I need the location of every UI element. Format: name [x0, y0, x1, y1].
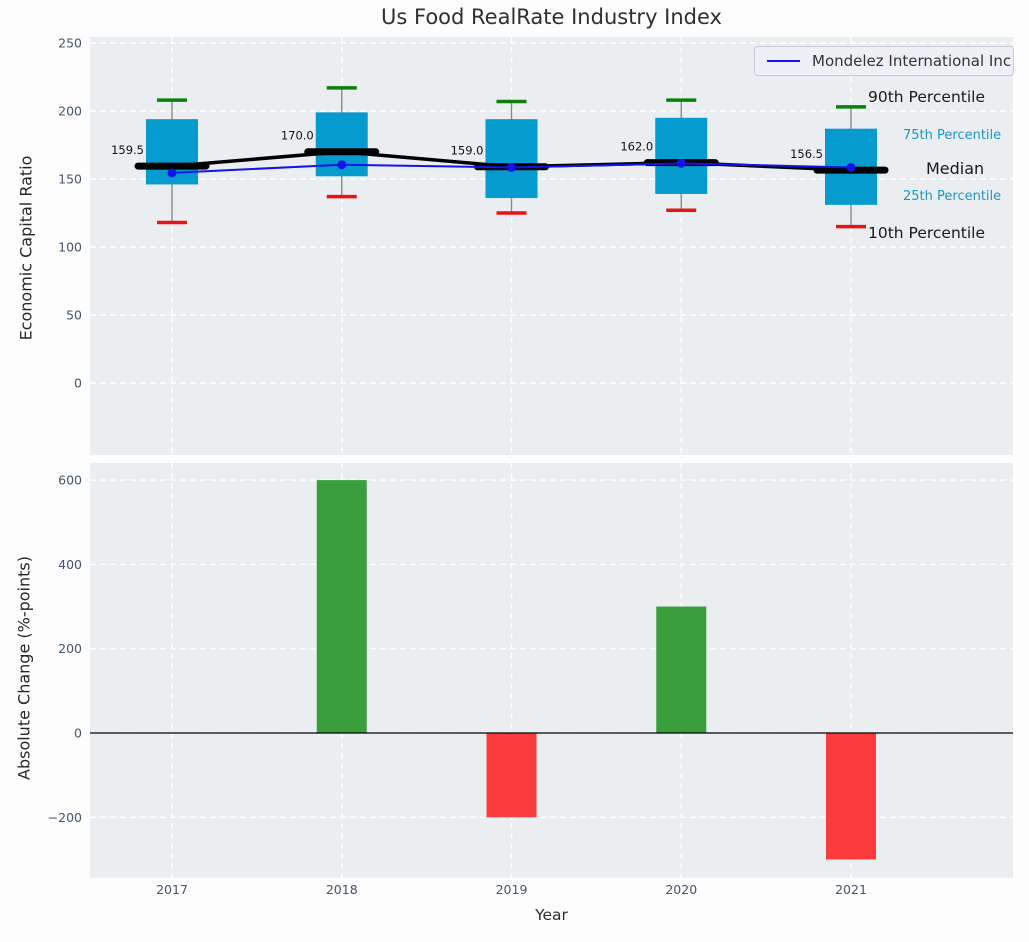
- y-tick-label-top: 150: [58, 172, 82, 187]
- median-value-label: 156.5: [790, 147, 823, 161]
- x-tick-label: 2021: [835, 882, 867, 897]
- iqr-box-2020: [655, 117, 708, 194]
- company-series-point: [676, 158, 686, 168]
- change-bar-2018: [316, 480, 367, 733]
- x-tick-label: 2019: [496, 882, 528, 897]
- y-tick-label-bottom: 200: [58, 641, 82, 656]
- annotation-75th-percentile: 75th Percentile: [903, 128, 1002, 143]
- y-tick-label-top: 0: [74, 376, 82, 391]
- company-series-point: [337, 160, 347, 170]
- x-tick-label: 2020: [665, 882, 697, 897]
- annotation-10th-percentile: 10th Percentile: [868, 224, 986, 242]
- legend-line-swatch: [767, 60, 800, 62]
- annotation-25th-percentile: 25th Percentile: [903, 189, 1002, 204]
- chart-title: Us Food RealRate Industry Index: [381, 5, 722, 29]
- median-value-label: 159.5: [111, 143, 144, 157]
- y-tick-label-top: 100: [58, 240, 82, 255]
- y-tick-label-bottom: 600: [58, 473, 82, 488]
- x-tick-label: 2017: [156, 882, 188, 897]
- y-tick-label-bottom: 400: [58, 557, 82, 572]
- change-bar-2021: [826, 733, 876, 860]
- median-value-label: 162.0: [620, 139, 653, 153]
- y-axis-label-bottom: Absolute Change (%-points): [14, 556, 34, 780]
- y-tick-label-bottom: 0: [74, 726, 82, 741]
- y-tick-label-top: 50: [66, 308, 82, 323]
- median-value-label: 159.0: [451, 143, 484, 157]
- iqr-box-2019: [485, 119, 538, 199]
- x-tick-label: 2018: [326, 882, 358, 897]
- annotation-median: Median: [926, 159, 985, 178]
- change-bar-2020: [656, 606, 707, 733]
- company-series-point: [507, 162, 516, 172]
- company-series-point: [167, 168, 177, 178]
- y-tick-label-top: 200: [58, 104, 82, 119]
- y-tick-label-bottom: −200: [48, 810, 82, 825]
- annotation-90th-percentile: 90th Percentile: [868, 88, 986, 106]
- change-bar-2019: [486, 733, 537, 818]
- median-value-label: 170.0: [281, 128, 314, 142]
- x-axis-label: Year: [535, 906, 568, 924]
- y-axis-label-top: Economic Capital Ratio: [16, 155, 36, 341]
- legend: Mondelez International Inc: [754, 46, 1014, 76]
- y-tick-label-top: 250: [58, 36, 82, 51]
- legend-label: Mondelez International Inc: [812, 52, 1012, 70]
- company-series-point: [846, 162, 856, 172]
